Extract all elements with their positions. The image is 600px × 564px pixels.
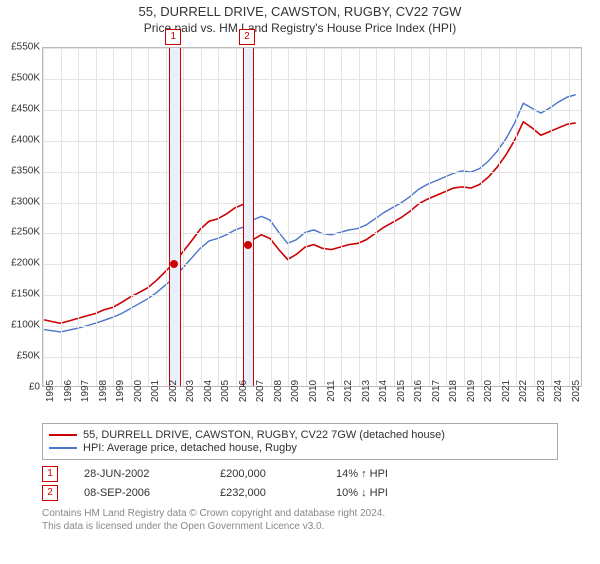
x-tick-label: 2019	[466, 380, 477, 402]
x-tick-label: 1996	[63, 380, 74, 402]
x-tick-label: 2006	[238, 380, 249, 402]
transaction-marker: 1	[165, 29, 181, 45]
transaction-marker: 2	[239, 29, 255, 45]
footer-attribution: Contains HM Land Registry data © Crown c…	[42, 507, 558, 533]
legend-row: HPI: Average price, detached house, Rugb…	[49, 442, 551, 454]
x-tick-label: 1999	[115, 380, 126, 402]
x-tick-label: 2015	[396, 380, 407, 402]
x-tick-label: 2014	[378, 380, 389, 402]
x-tick-label: 2018	[448, 380, 459, 402]
x-tick-label: 2001	[150, 380, 161, 402]
y-tick-label: £50K	[0, 351, 40, 362]
transaction-date: 08-SEP-2006	[84, 487, 194, 499]
legend-swatch	[49, 447, 77, 449]
x-tick-label: 2024	[553, 380, 564, 402]
x-tick-label: 2005	[220, 380, 231, 402]
y-tick-label: £450K	[0, 103, 40, 114]
chart-area: £0 £50K £100K £150K £200K £250K £300K £350K £400…	[0, 39, 600, 419]
x-tick-label: 2009	[290, 380, 301, 402]
transaction-delta: 10% ↓ HPI	[336, 487, 388, 499]
x-tick-label: 1998	[98, 380, 109, 402]
transaction-price: £232,000	[220, 487, 310, 499]
transaction-row: 2 08-SEP-2006 £232,000 10% ↓ HPI	[42, 485, 558, 501]
series-hpi	[43, 95, 576, 332]
x-tick-label: 2008	[273, 380, 284, 402]
transaction-row: 1 28-JUN-2002 £200,000 14% ↑ HPI	[42, 466, 558, 482]
y-tick-label: £300K	[0, 196, 40, 207]
legend-label: 55, DURRELL DRIVE, CAWSTON, RUGBY, CV22 …	[83, 429, 445, 441]
y-tick-label: £550K	[0, 42, 40, 53]
x-tick-label: 1997	[80, 380, 91, 402]
y-tick-label: £150K	[0, 289, 40, 300]
x-tick-label: 2011	[326, 380, 337, 402]
y-tick-label: £400K	[0, 134, 40, 145]
y-tick-label: £100K	[0, 320, 40, 331]
x-tick-label: 2023	[536, 380, 547, 402]
x-tick-label: 2012	[343, 380, 354, 402]
x-tick-label: 2017	[431, 380, 442, 402]
x-tick-label: 2002	[168, 380, 179, 402]
x-tick-label: 2022	[518, 380, 529, 402]
x-tick-label: 2000	[133, 380, 144, 402]
sale-dot	[170, 260, 178, 268]
x-tick-label: 2016	[413, 380, 424, 402]
x-tick-label: 2010	[308, 380, 319, 402]
y-tick-label: £0	[0, 382, 40, 393]
y-tick-label: £350K	[0, 165, 40, 176]
x-tick-label: 2004	[203, 380, 214, 402]
line-series	[43, 48, 581, 386]
x-tick-label: 2003	[185, 380, 196, 402]
legend-label: HPI: Average price, detached house, Rugb…	[83, 442, 297, 454]
legend-row: 55, DURRELL DRIVE, CAWSTON, RUGBY, CV22 …	[49, 429, 551, 441]
page-title: 55, DURRELL DRIVE, CAWSTON, RUGBY, CV22 …	[0, 4, 600, 19]
x-tick-label: 2007	[255, 380, 266, 402]
y-tick-label: £200K	[0, 258, 40, 269]
transaction-delta: 14% ↑ HPI	[336, 468, 388, 480]
y-tick-label: £250K	[0, 227, 40, 238]
footer-line: Contains HM Land Registry data © Crown c…	[42, 507, 558, 520]
legend-swatch	[49, 434, 77, 436]
x-tick-label: 2020	[483, 380, 494, 402]
transactions-table: 1 28-JUN-2002 £200,000 14% ↑ HPI 2 08-SEP-200…	[42, 466, 558, 501]
y-tick-label: £500K	[0, 72, 40, 83]
page-subtitle: Price paid vs. HM Land Registry's House …	[0, 21, 600, 35]
legend-box: 55, DURRELL DRIVE, CAWSTON, RUGBY, CV22 …	[42, 423, 558, 460]
footer-line: This data is licensed under the Open Gov…	[42, 520, 558, 533]
transaction-date: 28-JUN-2002	[84, 468, 194, 480]
plot-area	[42, 47, 582, 387]
x-tick-label: 1995	[45, 380, 56, 402]
transaction-marker-small: 2	[42, 485, 58, 501]
x-tick-label: 2021	[501, 380, 512, 402]
transaction-marker-small: 1	[42, 466, 58, 482]
x-tick-label: 2013	[361, 380, 372, 402]
sale-dot	[244, 241, 252, 249]
x-tick-label: 2025	[571, 380, 582, 402]
transaction-price: £200,000	[220, 468, 310, 480]
